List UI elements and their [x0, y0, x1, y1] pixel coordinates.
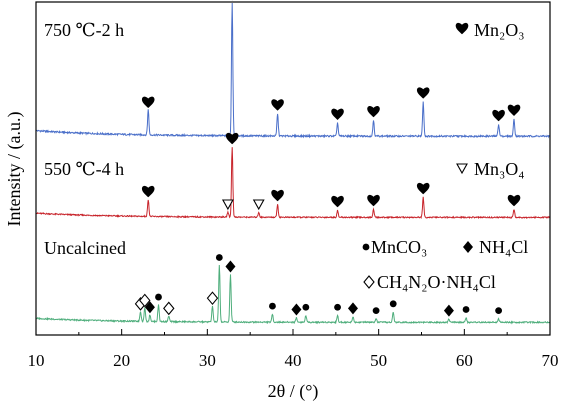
- peak-marker-uncalcined-7: [225, 260, 236, 273]
- peak-marker-uncalcined-16: [462, 306, 470, 313]
- peak-marker-uncalcined-4: [163, 301, 175, 316]
- peak-marker-uncalcined-8: [269, 302, 276, 310]
- legend-mnco3-label: MnCO₃: [371, 237, 427, 257]
- series-line-750-2-h: [35, 2, 550, 139]
- peak-marker-uncalcined-14: [389, 300, 397, 308]
- peak-marker-550-4-h-0: [141, 185, 155, 198]
- peak-marker-uncalcined-5: [206, 291, 219, 306]
- legend-symbol-mn-o: [456, 163, 468, 175]
- peak-marker-750-2-h-0: [141, 96, 155, 108]
- peak-marker-uncalcined-2: [144, 301, 155, 314]
- x-tick-label-20: 20: [113, 351, 130, 370]
- series-label-550C: 550 ℃-4 h: [44, 159, 124, 179]
- y-axis-label: Intensity / (a.u.): [4, 112, 25, 227]
- peak-marker-550-4-h-2: [225, 132, 239, 145]
- legend-symbol-ch-n-o-nh-cl: [363, 275, 375, 289]
- peak-marker-750-2-h-7: [507, 104, 521, 116]
- peak-marker-uncalcined-13: [372, 307, 380, 315]
- peak-marker-uncalcined-11: [334, 303, 341, 311]
- series-label-750C: 750 ℃-2 h: [44, 20, 124, 40]
- x-tick-label-10: 10: [28, 351, 45, 370]
- peak-marker-uncalcined-1: [139, 293, 151, 308]
- peak-marker-uncalcined-10: [302, 303, 310, 311]
- peak-marker-550-4-h-7: [416, 182, 430, 195]
- series-layer: [35, 2, 551, 325]
- series-line-uncalcined: [35, 264, 551, 325]
- peak-marker-550-4-h-1: [221, 199, 234, 211]
- peak-marker-uncalcined-9: [291, 303, 302, 316]
- x-axis-label: 2θ / (°): [268, 381, 319, 402]
- peak-marker-uncalcined-6: [215, 254, 223, 261]
- peak-marker-uncalcined-12: [347, 302, 358, 315]
- legend-mn2o3-label: Mn₂O₃: [474, 20, 525, 40]
- series-label-uncalcined: Uncalcined: [44, 238, 126, 258]
- peak-marker-550-4-h-8: [507, 194, 521, 207]
- peak-marker-750-2-h-3: [331, 108, 344, 120]
- peak-marker-uncalcined-17: [495, 307, 502, 315]
- peak-marker-550-4-h-6: [367, 194, 380, 207]
- x-tick-label-70: 70: [542, 351, 559, 370]
- series-line-550-4-h: [35, 147, 551, 220]
- peak-marker-750-2-h-6: [492, 109, 505, 122]
- peak-marker-550-4-h-4: [271, 189, 284, 202]
- x-tick-label-30: 30: [199, 351, 216, 370]
- peak-marker-uncalcined-15: [443, 304, 454, 317]
- peak-marker-550-4-h-3: [252, 199, 265, 211]
- legend-symbol-mn-o: [455, 22, 469, 35]
- peak-marker-550-4-h-5: [331, 195, 344, 208]
- phase-marker-layer: [134, 0, 521, 317]
- legend-nh4cl-label: NH₄Cl: [479, 237, 528, 257]
- peak-marker-750-2-h-4: [367, 105, 380, 118]
- x-tick-label-50: 50: [370, 351, 387, 370]
- peak-marker-uncalcined-3: [155, 293, 162, 301]
- legend-symbol-nh-cl: [463, 241, 473, 253]
- legend-mn3o4-label: Mn₃O₄: [474, 159, 525, 179]
- x-tick-label-60: 60: [456, 351, 473, 370]
- peak-marker-750-2-h-2: [271, 99, 284, 111]
- peak-marker-750-2-h-5: [416, 87, 430, 99]
- x-tick-layer: 10 20 30 40 50 60 70: [28, 329, 559, 370]
- x-tick-label-40: 40: [285, 351, 302, 370]
- legend-ch4n2o-nh4cl-label: CH₄N₂O·NH₄Cl: [377, 272, 496, 292]
- legend-symbol-mnco: [362, 243, 370, 251]
